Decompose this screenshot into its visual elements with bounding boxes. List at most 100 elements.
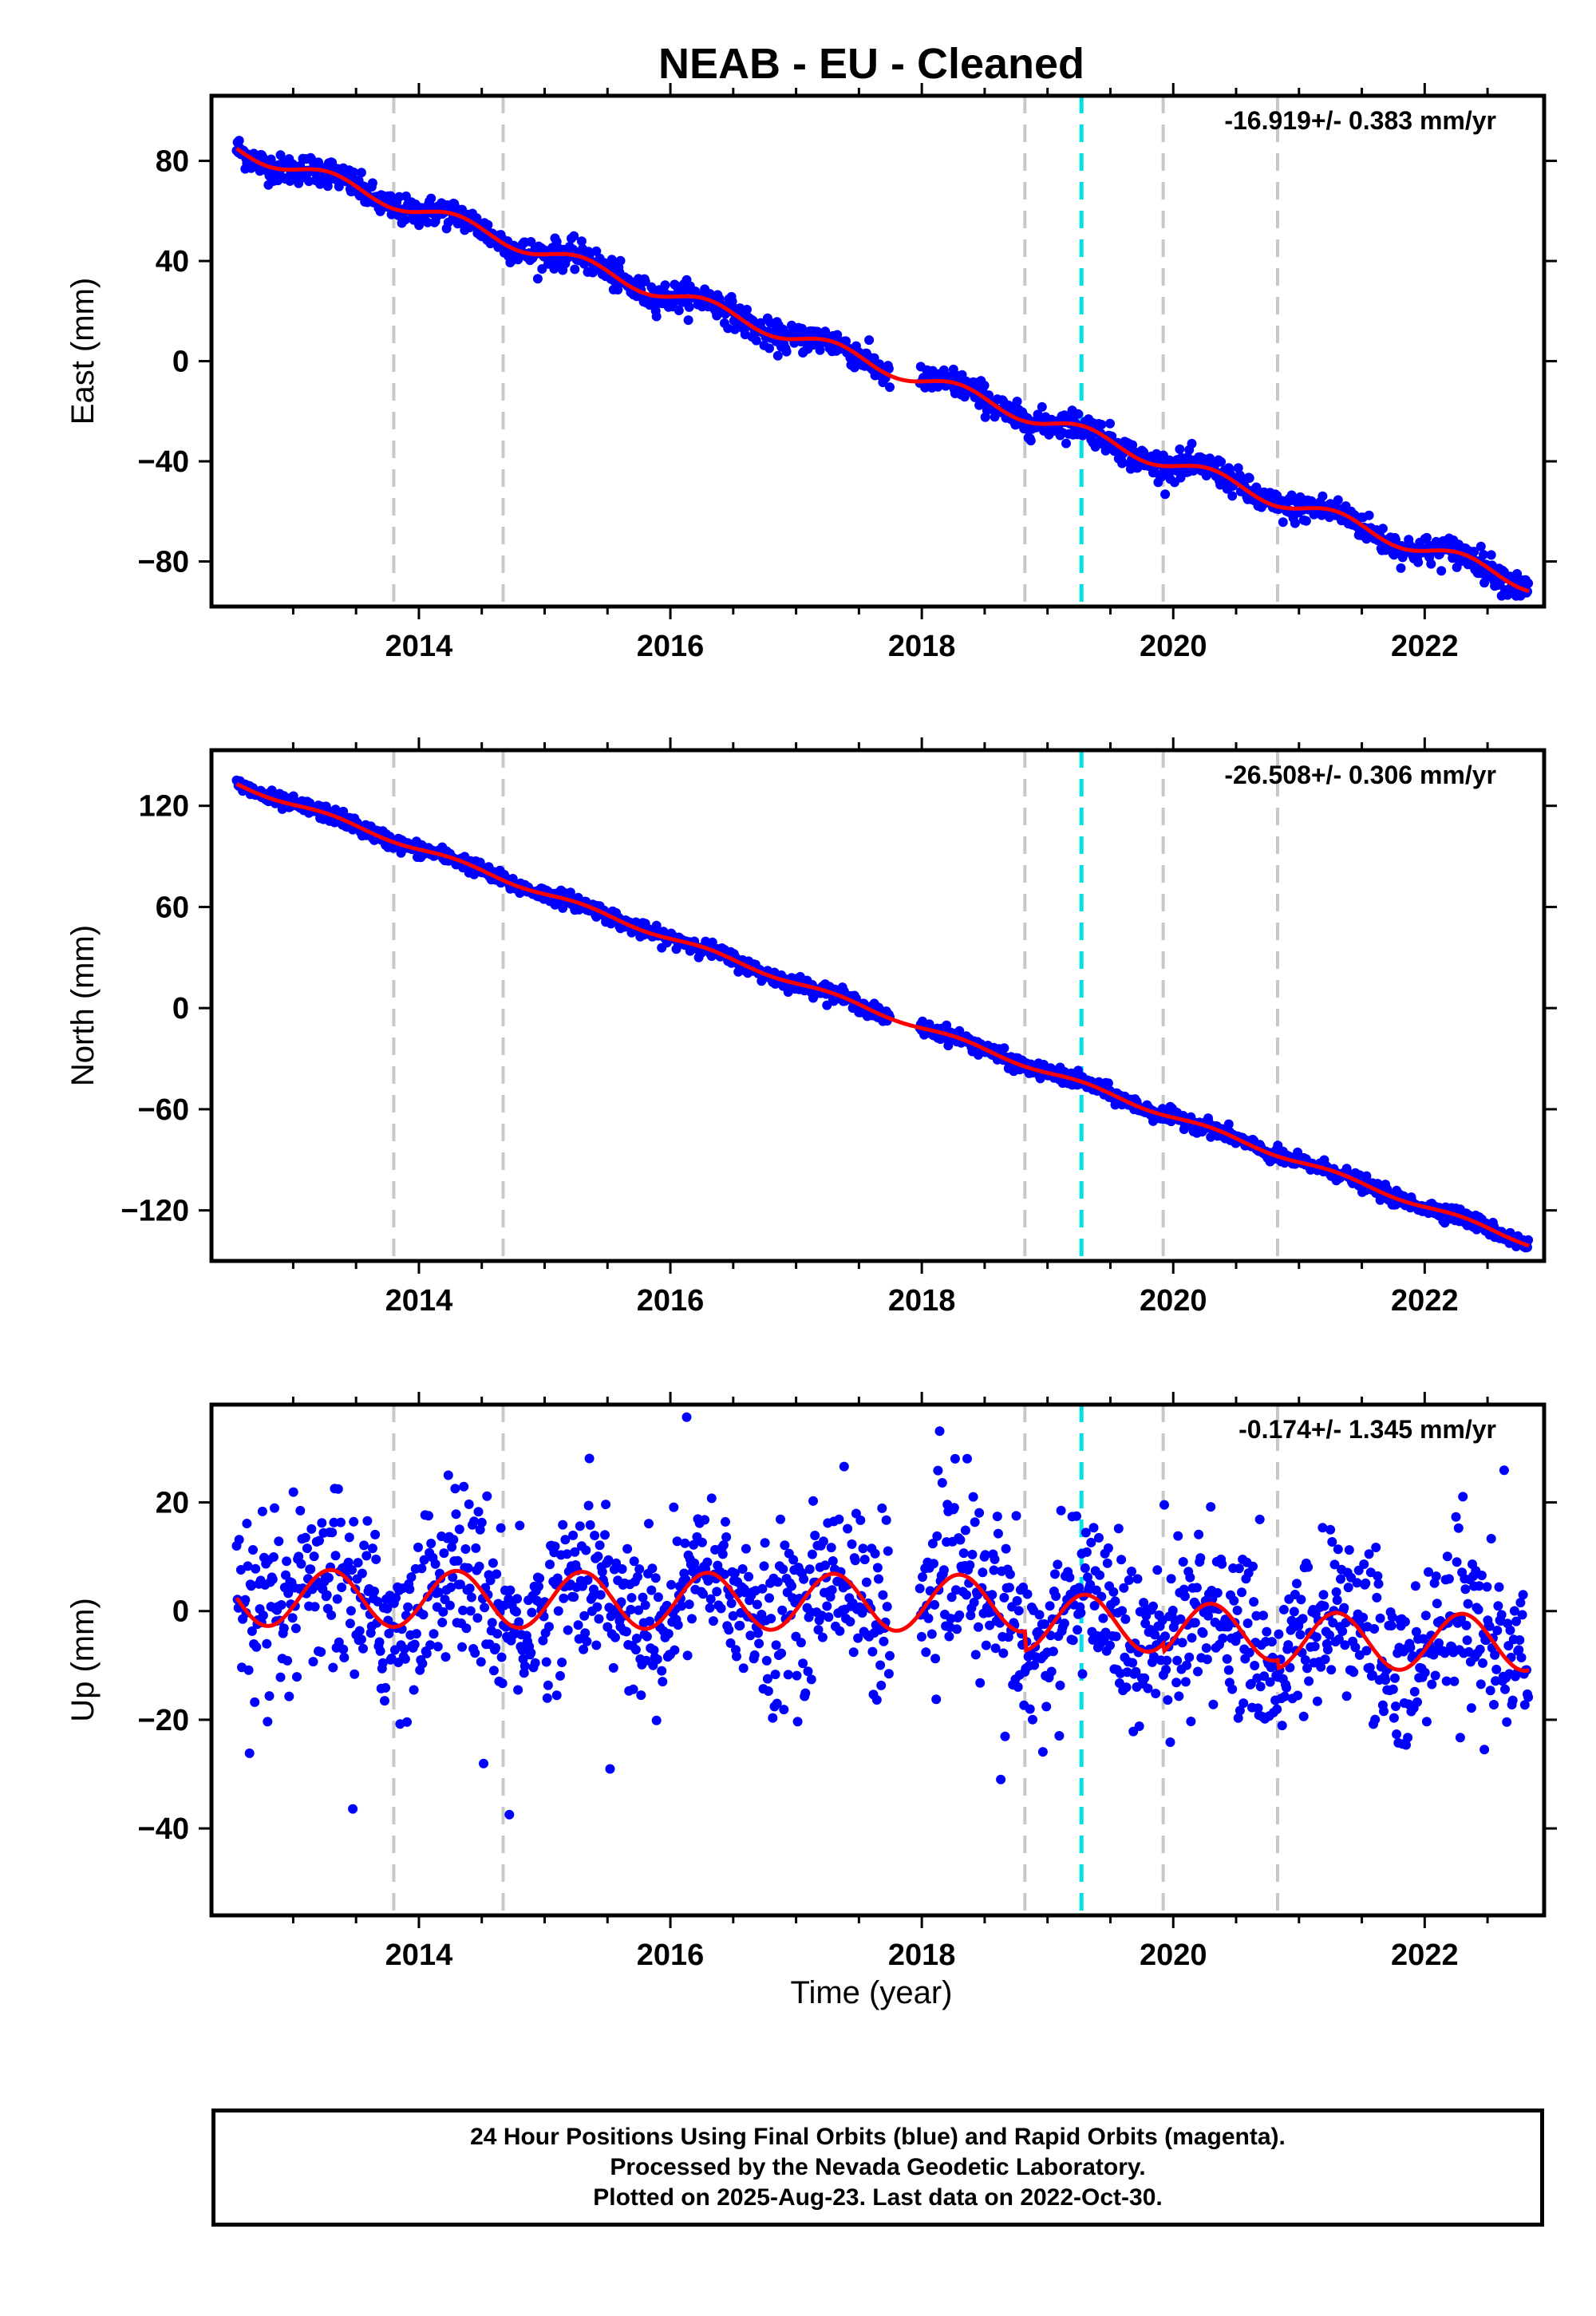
- data-point: [302, 1543, 312, 1554]
- data-point: [826, 1543, 836, 1553]
- data-point: [622, 1543, 633, 1554]
- data-point: [642, 1631, 652, 1642]
- data-point: [1159, 1500, 1169, 1510]
- data-point: [526, 1648, 536, 1658]
- data-point: [568, 1530, 579, 1540]
- data-point: [1103, 1078, 1113, 1089]
- y-tick-label: 0: [172, 1595, 189, 1629]
- data-point: [1451, 1512, 1461, 1522]
- data-point: [1132, 1574, 1143, 1584]
- data-point: [433, 1587, 444, 1598]
- data-point: [1251, 1611, 1262, 1621]
- data-point: [1289, 1607, 1299, 1617]
- data-point: [244, 1748, 255, 1758]
- data-point: [1282, 1682, 1292, 1693]
- data-point: [1068, 1635, 1078, 1646]
- data-point: [1441, 1676, 1452, 1686]
- data-point: [350, 1669, 360, 1679]
- data-point: [1234, 1563, 1244, 1574]
- data-point: [270, 1503, 279, 1513]
- data-point: [778, 1564, 788, 1575]
- data-point: [796, 1638, 806, 1648]
- data-point: [294, 1551, 304, 1562]
- data-point: [1396, 563, 1406, 573]
- data-point: [885, 382, 895, 393]
- data-point: [488, 1558, 498, 1568]
- data-point: [575, 1521, 585, 1531]
- data-point: [716, 1603, 726, 1614]
- data-point: [1218, 1633, 1228, 1643]
- data-point: [433, 1642, 443, 1652]
- data-point: [1165, 1737, 1175, 1747]
- data-point: [1420, 1667, 1430, 1678]
- data-point: [962, 1453, 972, 1464]
- data-point: [929, 1559, 938, 1569]
- data-point: [328, 1662, 338, 1673]
- data-point: [938, 1565, 949, 1575]
- data-point: [915, 1583, 925, 1594]
- data-point: [738, 1663, 749, 1674]
- data-point: [1212, 1587, 1223, 1598]
- data-point: [705, 1603, 715, 1613]
- data-point: [1427, 1679, 1437, 1690]
- data-point: [595, 1590, 606, 1600]
- data-point: [1151, 1689, 1161, 1698]
- data-point: [832, 330, 843, 340]
- data-point: [649, 1645, 659, 1655]
- data-point: [1074, 1583, 1084, 1593]
- x-tick-label: 2020: [1140, 630, 1207, 663]
- data-point: [1248, 1561, 1258, 1571]
- y-tick-label: 80: [156, 145, 189, 179]
- data-point: [1319, 1601, 1329, 1611]
- y-tick-label: −120: [120, 1195, 189, 1228]
- data-point: [1184, 1652, 1195, 1662]
- data-point: [1095, 1570, 1105, 1580]
- data-point: [1089, 1601, 1100, 1611]
- data-point: [1037, 1747, 1048, 1757]
- data-point: [954, 1026, 965, 1036]
- data-point: [1195, 1553, 1206, 1563]
- data-point: [601, 1500, 611, 1510]
- data-point: [403, 1602, 413, 1612]
- data-point: [660, 280, 670, 290]
- data-point: [541, 1657, 551, 1667]
- data-point: [1160, 1631, 1171, 1642]
- data-point: [721, 1516, 730, 1527]
- data-point: [1094, 1532, 1104, 1543]
- data-point: [1111, 1631, 1121, 1642]
- data-point: [1409, 1686, 1420, 1697]
- data-point: [652, 1654, 662, 1665]
- data-point: [1083, 1572, 1092, 1583]
- data-point: [1311, 1632, 1321, 1642]
- data-point: [651, 1715, 662, 1725]
- data-point: [948, 364, 958, 374]
- data-point: [574, 1634, 584, 1644]
- x-tick-label: 2022: [1391, 1284, 1459, 1318]
- data-point: [979, 381, 990, 390]
- data-point: [1177, 1638, 1187, 1648]
- data-point: [965, 1560, 975, 1571]
- data-point: [1179, 1591, 1190, 1602]
- data-point: [482, 1491, 492, 1501]
- data-point: [283, 1588, 294, 1599]
- data-point: [1485, 1686, 1495, 1696]
- data-point: [1056, 1505, 1066, 1516]
- data-point: [527, 1607, 537, 1618]
- data-point: [633, 1571, 642, 1582]
- data-point: [602, 1622, 613, 1632]
- data-point: [282, 1655, 293, 1666]
- data-point: [1203, 1611, 1213, 1621]
- data-point: [1444, 1574, 1454, 1584]
- data-point: [653, 1592, 663, 1603]
- footer-info-box: 24 Hour Positions Using Final Orbits (bl…: [211, 2109, 1544, 2227]
- data-point: [266, 154, 276, 164]
- data-point: [1420, 1611, 1431, 1621]
- plot-frame: [209, 748, 1547, 1263]
- data-point: [590, 1531, 600, 1540]
- data-point: [558, 1520, 568, 1530]
- x-tick-label: 2016: [637, 1284, 705, 1318]
- data-point: [487, 1618, 497, 1628]
- data-point: [689, 1558, 700, 1568]
- data-point: [1372, 1592, 1382, 1603]
- data-point: [246, 1581, 256, 1591]
